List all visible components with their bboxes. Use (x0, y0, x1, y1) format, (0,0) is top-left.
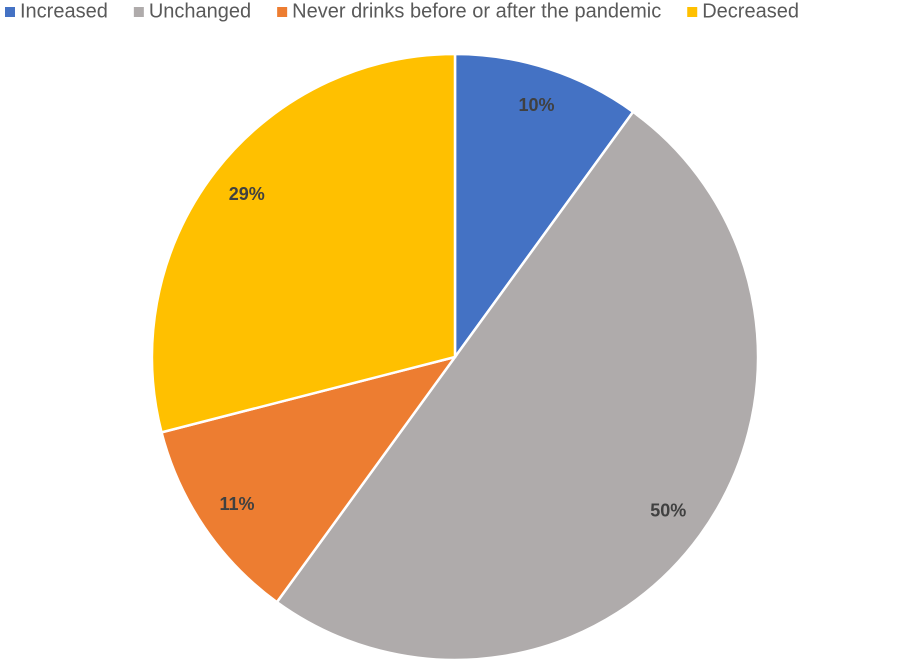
pie-slice (150, 52, 457, 434)
legend-label: Decreased (702, 0, 799, 22)
pie-slice (275, 110, 760, 662)
legend-swatch (133, 7, 144, 17)
pie-slice (159, 354, 459, 604)
legend-label: Unchanged (149, 0, 251, 22)
data-label: 10% (518, 95, 554, 115)
legend-swatch (277, 7, 288, 17)
pie-slice (453, 52, 635, 361)
legend-label: Never drinks before or after the pandemi… (292, 0, 661, 22)
legend-swatch (687, 7, 698, 17)
legend-label: Increased (20, 0, 108, 22)
data-label: 11% (219, 494, 254, 514)
legend-swatch (5, 7, 15, 17)
data-label: 50% (650, 501, 686, 521)
data-label: 29% (229, 184, 265, 204)
